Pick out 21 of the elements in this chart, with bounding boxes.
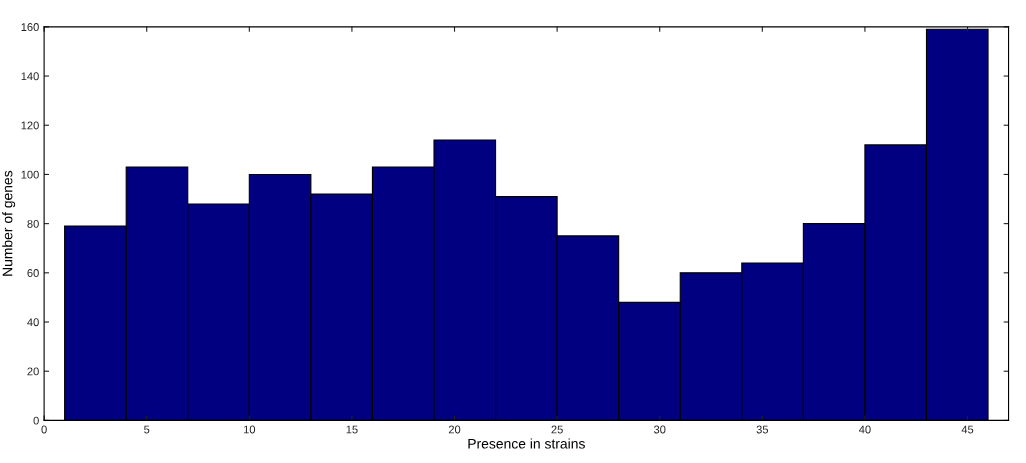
- y-axis-title: Number of genes: [2, 170, 16, 276]
- y-tick-label: 0: [33, 416, 39, 425]
- x-tick-label: 40: [858, 425, 871, 434]
- x-axis-title: Presence in strains: [468, 438, 585, 449]
- x-tick-label: 10: [243, 425, 256, 434]
- x-tick-label: 30: [653, 425, 666, 434]
- x-tick-label: 20: [448, 425, 461, 434]
- y-tick-label: 120: [21, 121, 39, 130]
- x-tick-label: 25: [551, 425, 563, 434]
- x-tick-label: 15: [346, 425, 358, 434]
- y-tick-label: 40: [27, 318, 39, 327]
- y-tick-label: 80: [27, 219, 39, 228]
- x-tick-label: 5: [144, 425, 150, 434]
- y-tick-label: 60: [27, 269, 39, 277]
- x-tick-label: 0: [41, 425, 47, 434]
- y-tick-label: 20: [27, 367, 39, 376]
- x-tick-label: 45: [961, 425, 974, 434]
- y-tick-label: 100: [21, 170, 39, 179]
- y-tick-label: 160: [21, 23, 39, 31]
- x-tick-label: 35: [756, 425, 769, 434]
- y-tick-label: 140: [21, 72, 39, 81]
